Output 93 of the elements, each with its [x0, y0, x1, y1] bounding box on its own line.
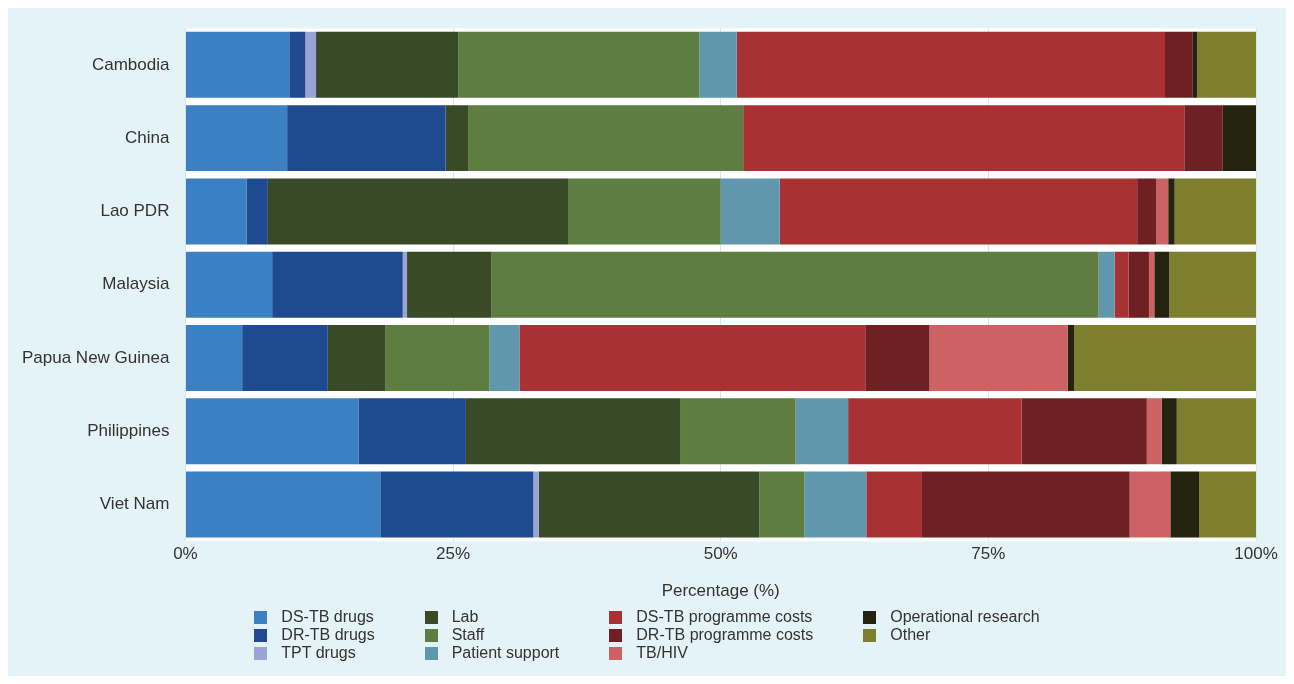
bar: [1174, 178, 1256, 245]
legend-label: DR-TB programme costs: [636, 626, 814, 644]
bar: [804, 471, 867, 538]
bar: [533, 471, 539, 538]
bar: [185, 178, 247, 245]
bar: [720, 178, 780, 245]
bar: [185, 31, 290, 98]
bar: [185, 251, 273, 318]
bar: [1137, 178, 1157, 245]
legend-label: DS-TB drugs: [281, 608, 374, 626]
bar: [1199, 471, 1256, 538]
bar: [929, 325, 1068, 391]
bar: [1021, 398, 1147, 465]
bar: [699, 31, 737, 98]
bar: [287, 105, 446, 172]
bar: [1146, 398, 1162, 465]
x-tick-label: 75%: [971, 544, 1006, 564]
bar: [316, 31, 459, 98]
bar: [242, 325, 328, 391]
bar: [465, 398, 681, 465]
bar: [407, 251, 492, 318]
bar: [358, 398, 466, 465]
bar: [921, 471, 1130, 538]
bar: [866, 471, 922, 538]
bar: [1154, 251, 1170, 318]
bar: [1114, 251, 1129, 318]
bar: [1184, 105, 1223, 172]
x-tick-label: 25%: [436, 544, 471, 564]
legend-label: Other: [890, 626, 931, 644]
x-tick-label: 100%: [1234, 544, 1278, 564]
x-axis-title: Percentage (%): [661, 581, 780, 601]
bar: [267, 178, 569, 245]
bar: [491, 251, 1099, 318]
bar: [1168, 178, 1175, 245]
bar: [305, 31, 317, 98]
legend-label: Staff: [451, 626, 485, 644]
bar: [795, 398, 849, 465]
x-tick-label: 50%: [703, 544, 738, 564]
legend-label: Operational research: [890, 608, 1040, 626]
bar: [680, 398, 796, 465]
y-tick-label: Lao PDR: [100, 201, 170, 221]
bar: [1161, 398, 1177, 465]
legend-label: TB/HIV: [636, 644, 688, 662]
x-tick-label: 0%: [173, 544, 198, 564]
bar: [1169, 251, 1256, 318]
bar: [1128, 251, 1149, 318]
legend-label: Patient support: [451, 644, 560, 662]
bar: [468, 105, 744, 172]
bar: [759, 471, 805, 538]
bar: [185, 105, 288, 172]
bar: [1192, 31, 1198, 98]
legend-label: Lab: [451, 608, 479, 626]
bar: [1129, 471, 1171, 538]
legend-label: TPT drugs: [281, 644, 356, 662]
y-tick-label: Philippines: [87, 420, 170, 440]
bar: [1156, 178, 1169, 245]
bar: [538, 471, 760, 538]
bar: [185, 398, 359, 465]
bar: [385, 325, 490, 391]
bar: [1170, 471, 1200, 538]
bar: [1222, 105, 1256, 172]
bar: [736, 31, 1165, 98]
bar: [402, 251, 408, 318]
y-tick-label: China: [125, 127, 170, 147]
bar: [246, 178, 268, 245]
bar: [327, 325, 386, 391]
bar: [185, 325, 243, 391]
bar: [779, 178, 1138, 245]
y-tick-label: Viet Nam: [99, 494, 170, 514]
bar: [743, 105, 1185, 172]
bar: [445, 105, 469, 172]
bar: [1176, 398, 1256, 465]
legend-label: DS-TB programme costs: [636, 608, 813, 626]
bar: [458, 31, 700, 98]
y-tick-label: Malaysia: [102, 274, 170, 294]
bar: [848, 398, 1022, 465]
bar: [1148, 251, 1155, 318]
bar: [865, 325, 930, 391]
bar: [1197, 31, 1256, 98]
bar: [1074, 325, 1256, 391]
bar: [1098, 251, 1115, 318]
bar: [1067, 325, 1074, 391]
bar: [272, 251, 403, 318]
legend-label: DR-TB drugs: [281, 626, 375, 644]
bar: [519, 325, 866, 391]
y-tick-label: Cambodia: [91, 54, 170, 74]
bar: [568, 178, 721, 245]
bar: [489, 325, 520, 391]
y-tick-label: Papua New Guinea: [21, 347, 170, 367]
bar: [289, 31, 306, 98]
bar: [185, 471, 381, 538]
bar: [1165, 31, 1193, 98]
bar: [380, 471, 534, 538]
